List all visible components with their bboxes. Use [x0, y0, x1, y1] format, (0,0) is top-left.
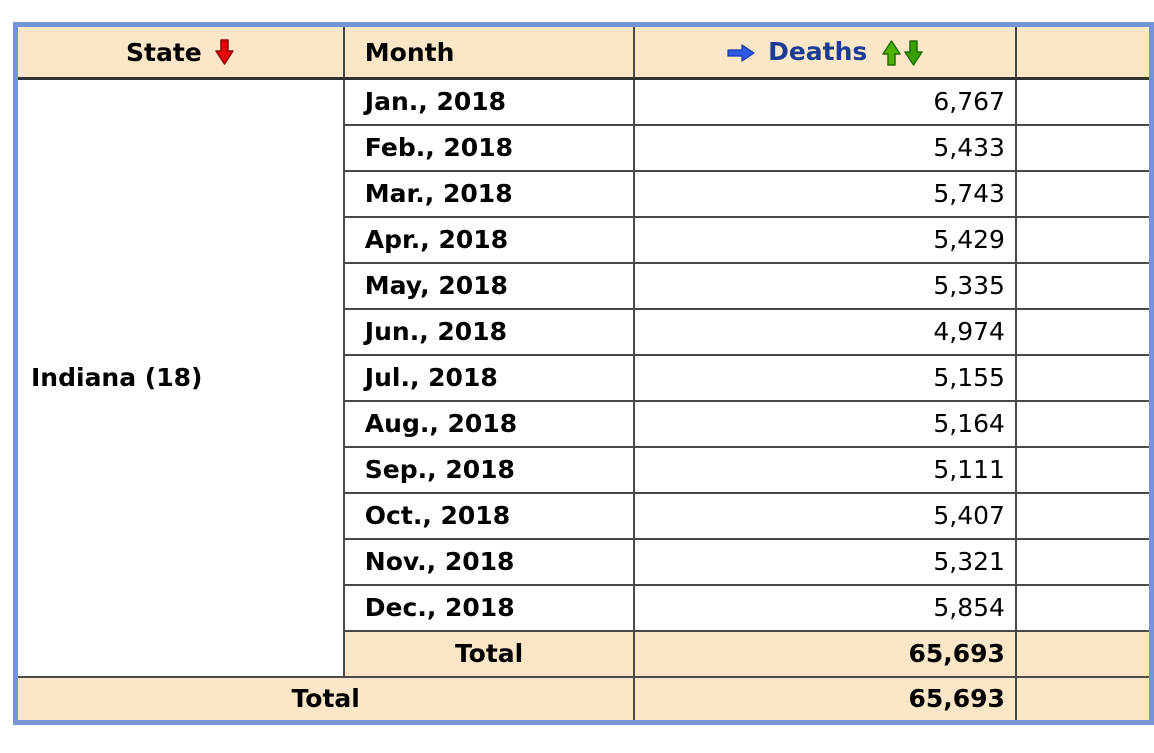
clipped-cell	[1014, 399, 1153, 448]
month-cell: Nov., 2018	[342, 537, 636, 586]
month-cell: May, 2018	[342, 261, 636, 310]
state-column-header: State	[14, 23, 345, 80]
month-row: Aug., 2018 5,164	[16, 399, 1153, 448]
sort-deaths-ascending-icon[interactable]	[881, 38, 902, 68]
deaths-pointer-icon	[726, 42, 756, 64]
clipped-cell	[1014, 77, 1153, 126]
month-column-header: Month	[342, 23, 636, 80]
clipped-cell	[1014, 629, 1153, 678]
month-row: Apr., 2018 5,429	[16, 215, 1153, 264]
deaths-cell: 5,164	[633, 399, 1017, 448]
month-row: Dec., 2018 5,854	[16, 583, 1153, 632]
deaths-cell: 5,854	[633, 583, 1017, 632]
grand-total-label: Total	[14, 675, 636, 724]
month-row: Jun., 2018 4,974	[16, 307, 1153, 356]
month-cell: Jun., 2018	[342, 307, 636, 356]
clipped-cell	[1014, 537, 1153, 586]
deaths-cell: 5,429	[633, 215, 1017, 264]
month-cell: Sep., 2018	[342, 445, 636, 494]
month-row: Oct., 2018 5,407	[16, 491, 1153, 540]
month-cell: Apr., 2018	[342, 215, 636, 264]
clipped-cell	[1014, 583, 1153, 632]
month-cell: Oct., 2018	[342, 491, 636, 540]
deaths-by-state-month-table: State Month Deaths	[13, 22, 1154, 725]
deaths-cell: 5,321	[633, 537, 1017, 586]
month-row: Feb., 2018 5,433	[16, 123, 1153, 172]
month-row: Jul., 2018 5,155	[16, 353, 1153, 402]
deaths-cell: 6,767	[633, 77, 1017, 126]
deaths-cell: 5,743	[633, 169, 1017, 218]
month-cell: Feb., 2018	[342, 123, 636, 172]
deaths-cell: 5,407	[633, 491, 1017, 540]
clipped-cell	[1014, 215, 1153, 264]
deaths-cell: 5,155	[633, 353, 1017, 402]
state-cell: Indiana (18)	[14, 77, 345, 678]
clipped-cell	[1014, 353, 1153, 402]
deaths-cell: 5,111	[633, 445, 1017, 494]
grand-total-deaths: 65,693	[633, 675, 1017, 724]
clipped-column-header	[1014, 23, 1153, 80]
month-row: Sep., 2018 5,111	[16, 445, 1153, 494]
clipped-cell	[1014, 491, 1153, 540]
month-cell: Jan., 2018	[342, 77, 636, 126]
deaths-cell: 5,433	[633, 123, 1017, 172]
month-cell: Jul., 2018	[342, 353, 636, 402]
month-header-label: Month	[364, 37, 455, 67]
clipped-cell	[1014, 445, 1153, 494]
month-row: Indiana (18) Jan., 2018 6,767	[14, 77, 1153, 678]
subtotal-label: Total	[342, 629, 636, 678]
sort-state-descending-icon[interactable]	[214, 37, 235, 67]
grand-total-row: Total 65,693	[14, 675, 1153, 724]
subtotal-row: Total 65,693	[16, 629, 1153, 678]
deaths-cell: 5,335	[633, 261, 1017, 310]
deaths-cell: 4,974	[633, 307, 1017, 356]
clipped-cell	[1014, 123, 1153, 172]
month-row: Mar., 2018 5,743	[16, 169, 1153, 218]
month-row: Nov., 2018 5,321	[16, 537, 1153, 586]
deaths-column-header: Deaths	[633, 23, 1017, 80]
clipped-cell	[1014, 261, 1153, 310]
header-row: State Month Deaths	[14, 23, 1153, 80]
sort-deaths-descending-icon[interactable]	[903, 38, 924, 68]
month-row: May, 2018 5,335	[16, 261, 1153, 310]
month-cell: Dec., 2018	[342, 583, 636, 632]
table-body: Indiana (18) Jan., 2018 6,767 Feb., 2018 5,4…	[14, 77, 1153, 678]
state-header-label: State	[126, 37, 202, 67]
month-cell: Aug., 2018	[342, 399, 636, 448]
clipped-cell	[1014, 675, 1153, 724]
subtotal-deaths: 65,693	[633, 629, 1017, 678]
deaths-header-label: Deaths	[768, 36, 868, 66]
clipped-cell	[1014, 307, 1153, 356]
month-cell: Mar., 2018	[342, 169, 636, 218]
clipped-cell	[1014, 169, 1153, 218]
